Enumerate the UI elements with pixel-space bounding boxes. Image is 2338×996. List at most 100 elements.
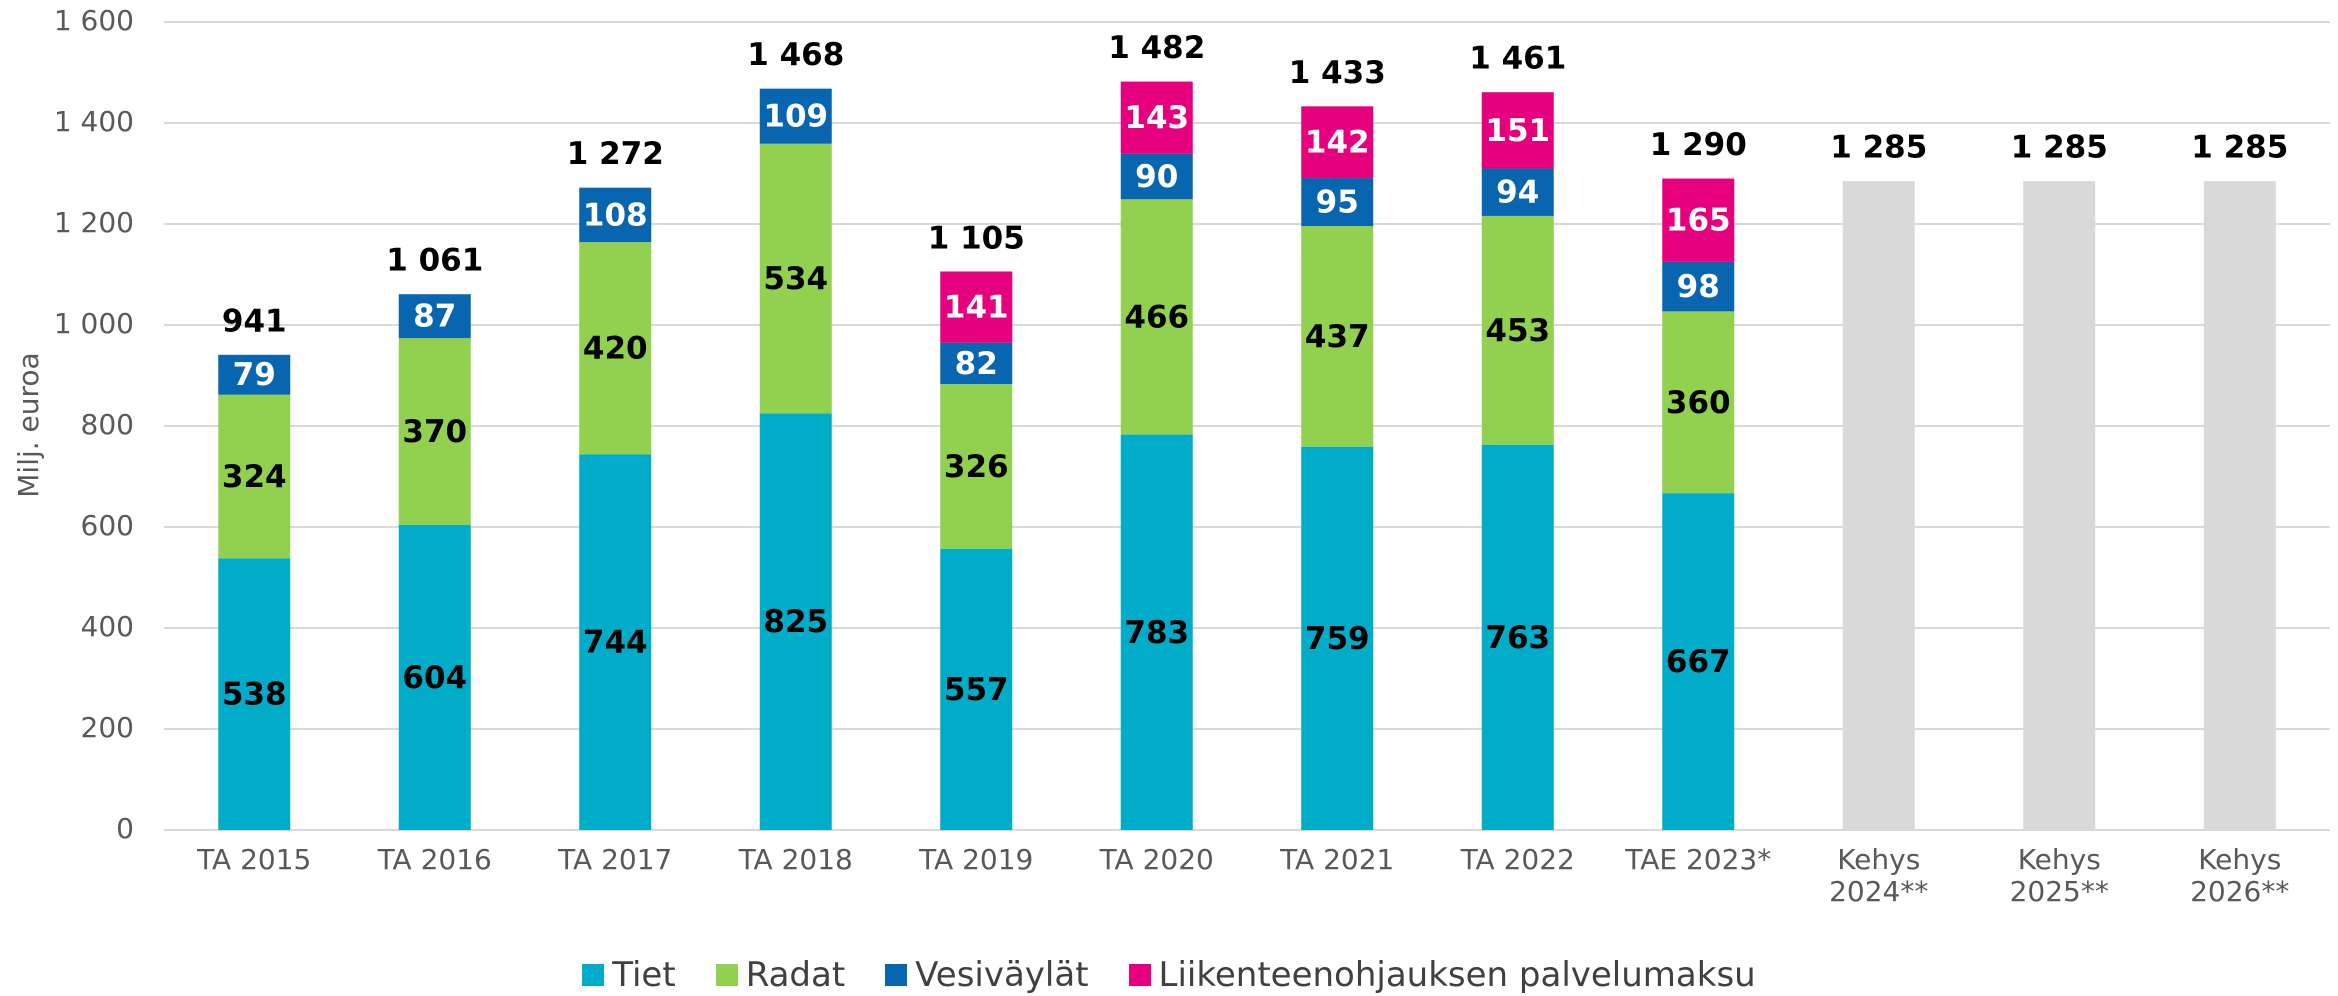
x-tick-label: TA 2018 — [738, 843, 853, 876]
y-tick-label: 200 — [81, 711, 134, 744]
total-label: 1 285 — [1830, 130, 1927, 166]
bar — [2203, 181, 2276, 830]
data-label: 95 — [1316, 185, 1359, 221]
legend-label: Tiet — [612, 955, 676, 995]
data-label: 604 — [402, 660, 467, 696]
bar-segment — [218, 354, 291, 395]
x-tick-label: TA 2019 — [919, 843, 1034, 876]
data-label: 165 — [1666, 203, 1731, 239]
data-label: 324 — [222, 459, 287, 495]
total-label: 1 272 — [567, 136, 664, 172]
total-label: 1 105 — [928, 220, 1025, 256]
y-tick-label: 0 — [116, 812, 134, 845]
x-tick-label: Kehys 2026** — [2190, 843, 2290, 908]
bar-segment — [1662, 178, 1735, 262]
data-label: 437 — [1305, 319, 1370, 355]
legend-item: Radat — [715, 955, 846, 995]
total-label: 1 461 — [1469, 41, 1566, 77]
total-label: 1 061 — [386, 243, 483, 279]
x-tick-label: TA 2016 — [377, 843, 492, 876]
data-label: 141 — [944, 290, 1009, 326]
legend-label: Vesiväylät — [915, 955, 1089, 995]
legend-swatch — [582, 964, 605, 986]
data-label: 534 — [763, 261, 828, 297]
legend: Tiet Radat Vesiväylät Liikenteenohjauksen p… — [0, 955, 2338, 995]
data-label: 87 — [413, 299, 456, 335]
x-tick-label: TA 2022 — [1460, 843, 1575, 876]
bar-segment — [940, 271, 1013, 343]
data-label: 151 — [1485, 113, 1550, 149]
bar-segment — [759, 413, 832, 830]
x-tick-label: TA 2020 — [1099, 843, 1214, 876]
total-label: 1 290 — [1650, 127, 1747, 163]
bar-segment — [940, 384, 1013, 549]
data-label: 783 — [1124, 615, 1189, 651]
bar-segment — [940, 342, 1013, 385]
x-tick-label: Kehys 2025** — [2009, 843, 2109, 908]
total-label: 1 468 — [747, 37, 844, 73]
bar-segment — [1481, 168, 1554, 216]
total-label: 1 285 — [2011, 130, 2108, 166]
data-label: 326 — [944, 449, 1009, 485]
data-label: 98 — [1677, 269, 1720, 305]
data-label: 90 — [1135, 159, 1178, 195]
legend-swatch — [715, 964, 738, 986]
bar-segment — [1120, 434, 1193, 830]
data-label: 420 — [583, 331, 648, 367]
bar-segment — [398, 294, 471, 339]
bar — [1842, 181, 1915, 830]
legend-item: Liikenteenohjauksen palvelumaksu — [1128, 955, 1756, 995]
bar-segment — [579, 242, 652, 455]
y-tick-label: 600 — [81, 509, 134, 542]
y-tick-label: 1 200 — [54, 206, 134, 239]
bar-segment — [1662, 261, 1735, 312]
data-label: 94 — [1496, 175, 1539, 211]
total-label: 1 433 — [1289, 55, 1386, 91]
bar-segment — [1662, 493, 1735, 830]
bar-segment — [218, 558, 291, 830]
x-tick-label: Kehys 2024** — [1829, 843, 1929, 908]
legend-item: Tiet — [582, 955, 676, 995]
bar-segment — [759, 88, 832, 144]
data-label: 466 — [1124, 299, 1189, 335]
x-tick-label: TAE 2023* — [1625, 843, 1772, 876]
data-label: 79 — [233, 357, 276, 393]
data-label: 142 — [1305, 125, 1370, 161]
data-label: 557 — [944, 672, 1009, 708]
y-tick-label: 1 400 — [54, 105, 134, 138]
y-tick-label: 1 600 — [54, 4, 134, 37]
bar-segment — [1301, 106, 1374, 179]
bar-segment — [759, 143, 832, 414]
bar-segment — [1301, 178, 1374, 227]
y-axis-label: Milj. euroa — [12, 352, 45, 497]
data-label: 360 — [1666, 385, 1731, 421]
legend-label: Liikenteenohjauksen palvelumaksu — [1158, 955, 1756, 995]
legend-label: Radat — [745, 955, 846, 995]
data-label: 759 — [1305, 621, 1370, 657]
y-tick-label: 800 — [81, 408, 134, 441]
bar-segment — [1120, 81, 1193, 154]
data-label: 143 — [1124, 100, 1189, 136]
y-tick-label: 400 — [81, 610, 134, 643]
x-tick-label: TA 2021 — [1280, 843, 1395, 876]
bar-segment — [1481, 215, 1554, 445]
data-label: 370 — [402, 414, 467, 450]
data-label: 82 — [955, 346, 998, 382]
bar-segment — [398, 338, 471, 525]
y-tick-label: 1 000 — [54, 307, 134, 340]
bar-segment — [1481, 92, 1554, 169]
bar-segment — [1120, 199, 1193, 435]
bar-segment — [940, 548, 1013, 830]
data-label: 667 — [1666, 644, 1731, 680]
total-label: 941 — [222, 303, 287, 339]
x-tick-label: TA 2015 — [197, 843, 312, 876]
legend-swatch — [1128, 964, 1151, 986]
data-label: 744 — [583, 625, 648, 661]
bar — [2023, 181, 2096, 830]
data-label: 538 — [222, 677, 287, 713]
bar-segment — [1301, 446, 1374, 830]
bar-segment — [398, 524, 471, 830]
data-label: 108 — [583, 197, 648, 233]
